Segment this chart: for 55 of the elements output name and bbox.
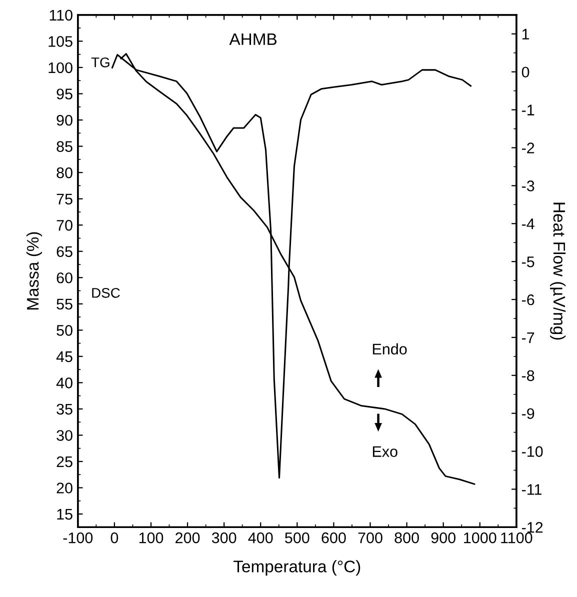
y-tick-label: 65 (56, 246, 72, 258)
x-tick-label: 700 (358, 532, 382, 544)
y-tick-label: 110 (50, 10, 72, 21)
y2-tick-label: -8 (522, 370, 534, 382)
x-tick-label: 200 (176, 532, 200, 544)
x-tick-label: 1100 (501, 532, 532, 544)
y2-tick-label: -4 (522, 218, 534, 230)
x-tick-label: 0 (110, 532, 118, 544)
y-tick-label: 80 (56, 167, 72, 178)
annotation: Endo (372, 343, 407, 355)
y2-tick-label: -7 (522, 332, 534, 343)
y-tick-label: 55 (56, 298, 72, 310)
y-tick-label: 105 (48, 36, 72, 47)
y2-tick-label: -5 (522, 256, 534, 268)
x-tick-label: 900 (431, 532, 456, 544)
y2-tick-label: 0 (522, 66, 530, 78)
y-tick-label: 60 (56, 272, 72, 284)
y2-axis-title: Heat Flow (µV/mg) (550, 202, 566, 340)
y2-tick-label: 1 (522, 28, 530, 40)
annotation: Exo (372, 446, 398, 457)
y2-tick-label: -6 (522, 294, 534, 306)
x-tick-label: 600 (322, 532, 346, 544)
y-tick-label: 40 (56, 378, 72, 388)
y2-tick-label: -9 (522, 408, 534, 420)
y2-tick-label: -12 (522, 522, 543, 533)
y-tick-label: 90 (56, 114, 72, 126)
x-tick-label: 800 (394, 532, 419, 544)
y-tick-label: 35 (56, 404, 72, 415)
y-tick-label: 20 (56, 482, 72, 494)
y2-tick-label: -11 (522, 484, 542, 495)
y-tick-label: 70 (56, 220, 72, 231)
y2-tick-label: -10 (522, 446, 543, 457)
x-tick-label: 1000 (464, 532, 496, 544)
y-tick-label: 15 (57, 509, 72, 520)
x-axis-title: Temperatura (°C) (234, 560, 360, 576)
y2-tick-label: -2 (522, 142, 534, 154)
x-tick-label: 300 (212, 532, 236, 544)
y-tick-label: 30 (56, 430, 72, 441)
y-axis-title: Massa (%) (26, 232, 42, 310)
x-tick-label: 100 (139, 532, 164, 544)
y2-tick-label: -1 (522, 104, 534, 116)
x-tick-label: 400 (248, 532, 273, 544)
annotation: TG (91, 57, 110, 68)
y-tick-label: 25 (56, 456, 72, 468)
y-tick-label: 50 (56, 325, 72, 336)
x-tick-label: 500 (285, 532, 310, 544)
y-tick-label: 95 (56, 88, 72, 100)
y-tick-label: 100 (48, 62, 72, 74)
y-tick-label: 75 (56, 194, 72, 204)
x-tick-label: -100 (63, 532, 93, 544)
y-tick-label: 45 (56, 351, 72, 362)
text: AHMB (229, 33, 276, 45)
annotation: DSC (92, 288, 120, 298)
y2-tick-label: -3 (522, 180, 534, 192)
y-tick-label: 85 (56, 141, 72, 152)
